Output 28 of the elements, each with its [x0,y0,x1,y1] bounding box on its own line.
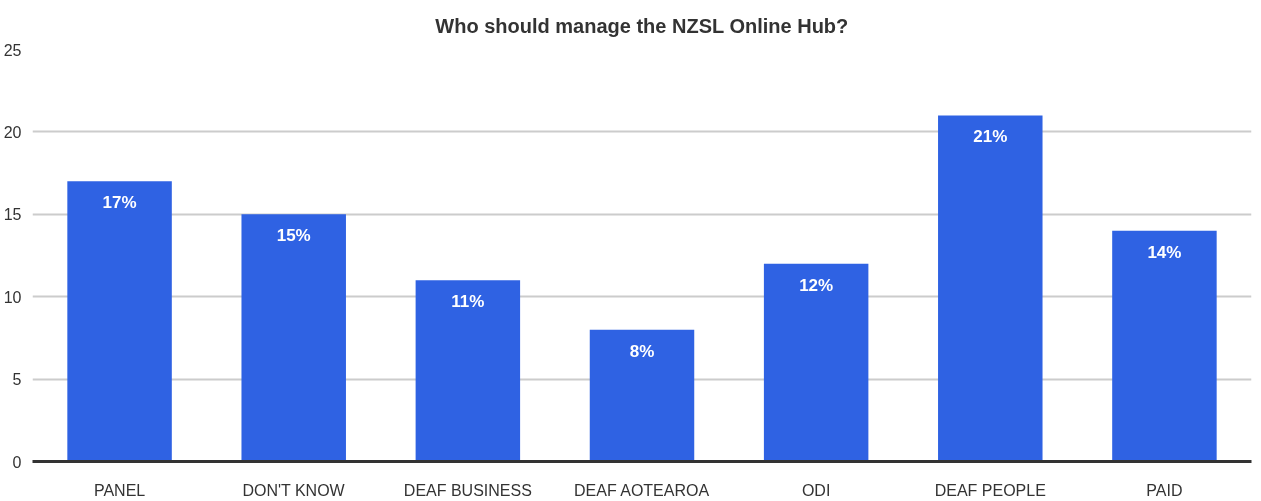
y-tick-label: 15 [3,206,22,224]
x-tick-label: PANEL [93,481,146,499]
y-tick-label: 25 [3,41,22,59]
bar [1112,230,1217,462]
y-tick-label: 20 [3,123,22,141]
chart-title: Who should manage the NZSL Online Hub? [435,15,849,37]
data-label: 15% [276,226,311,246]
y-tick-label: 10 [3,288,22,306]
x-tick-label: DEAF PEOPLE [934,481,1046,499]
data-label: 12% [799,275,834,295]
bar [67,181,172,462]
bar [241,214,346,462]
data-label: 17% [102,193,137,213]
x-tick-label: ODI [801,481,831,499]
y-tick-label: 0 [12,453,22,471]
data-label: 11% [451,292,485,312]
x-tick-label: DEAF AOTEAROA [573,481,710,499]
data-label: 8% [629,341,655,361]
x-tick-label: DON'T KNOW [242,481,346,499]
y-tick-label: 5 [12,371,22,389]
data-label: 21% [973,127,1008,147]
data-label: 14% [1147,242,1182,262]
bar [589,329,695,462]
x-tick-label: DEAF BUSINESS [403,481,532,499]
bar [763,263,869,462]
x-tick-label: PAID [1146,481,1183,499]
bar [938,115,1043,462]
bar [415,280,521,462]
